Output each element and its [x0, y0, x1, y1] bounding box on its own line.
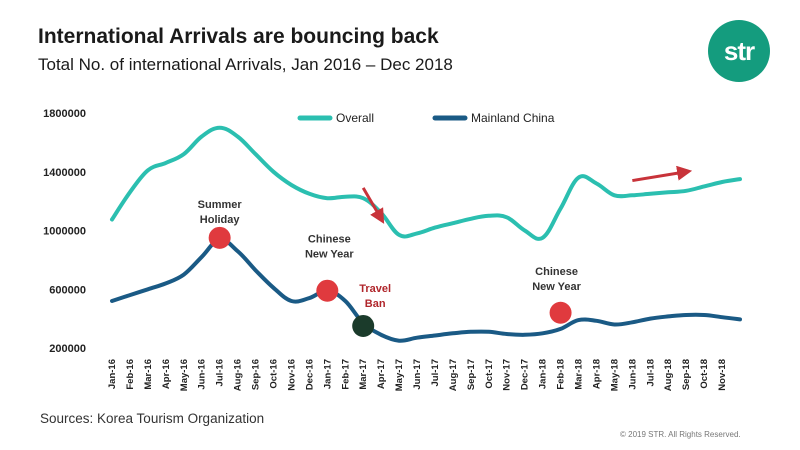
str-logo: str	[708, 20, 770, 82]
x-tick-label: Dec-16	[304, 359, 315, 390]
page-subtitle: Total No. of international Arrivals, Jan…	[38, 55, 453, 74]
series-line-mainland-china	[110, 237, 742, 343]
series-lines	[110, 125, 742, 343]
x-tick-label: Jan-18	[538, 359, 549, 389]
x-tick-label: Nov-16	[286, 359, 297, 391]
x-tick-label: Jul-18	[645, 359, 656, 386]
trend-arrow-down	[361, 187, 385, 224]
y-tick-label: 200000	[49, 343, 86, 355]
copyright-note: © 2019 STR. All Rights Reserved.	[620, 430, 741, 439]
annotation-label: Travel Ban	[359, 283, 391, 310]
x-tick-label: May-16	[179, 359, 190, 391]
trend-arrow-up	[632, 165, 693, 183]
x-tick-label: Oct-16	[268, 359, 279, 389]
x-tick-label: Aug-16	[233, 359, 244, 391]
annotation-marker	[352, 314, 375, 337]
annotation-label: Summer Holiday	[198, 199, 243, 226]
source-note: Sources: Korea Tourism Organization	[40, 411, 265, 426]
annotation-marker	[316, 279, 339, 302]
x-tick-label: Mar-17	[358, 359, 369, 390]
x-tick-label: Feb-17	[340, 359, 351, 390]
x-tick-label: Nov-17	[502, 359, 513, 391]
x-tick-label: Sep-18	[681, 359, 692, 390]
x-tick-label: Nov-18	[717, 359, 728, 391]
x-tick-label: Feb-16	[125, 359, 136, 390]
legend: Overall Mainland China	[297, 111, 555, 125]
x-tick-label: Jun-17	[412, 359, 423, 390]
x-tick-label: Apr-16	[161, 359, 172, 389]
annotation-label: Chinese New Year	[305, 234, 354, 261]
x-tick-label: Jan-17	[322, 359, 333, 389]
annotation-label: Chinese New Year	[532, 266, 581, 293]
x-tick-label: Mar-18	[574, 359, 585, 390]
y-tick-label: 1400000	[43, 167, 86, 179]
x-tick-label: Jan-16	[107, 359, 118, 389]
annotation-marker	[208, 226, 231, 249]
legend-label: Overall	[336, 111, 374, 125]
series-line-overall	[110, 125, 742, 241]
x-tick-label: Sep-17	[466, 359, 477, 390]
x-tick-label: Jul-17	[430, 359, 441, 386]
x-tick-label: Jul-16	[215, 359, 226, 386]
x-tick-label: Oct-17	[484, 359, 495, 389]
x-tick-label: Oct-18	[699, 359, 710, 389]
x-tick-label: May-18	[609, 359, 620, 391]
trend-arrows	[361, 165, 693, 224]
x-tick-label: Feb-18	[556, 359, 567, 390]
x-tick-label: Mar-16	[143, 359, 154, 390]
x-tick-label: Apr-17	[376, 359, 387, 389]
x-axis: Jan-16 Feb-16 Mar-16 Apr-16 May-16 Jun-16 Jul-…	[107, 359, 728, 391]
x-tick-label: Jun-18	[627, 359, 638, 390]
x-tick-label: Aug-18	[663, 359, 674, 391]
annotation-marker	[549, 301, 572, 324]
y-axis: 200000 600000 1000000 1400000 1800000	[43, 108, 86, 355]
x-tick-label: Jun-16	[197, 359, 208, 390]
x-tick-label: Aug-17	[448, 359, 459, 391]
legend-label: Mainland China	[471, 111, 555, 125]
x-tick-label: Apr-18	[591, 359, 602, 389]
x-tick-label: Sep-16	[251, 359, 262, 390]
page-title: International Arrivals are bouncing back	[38, 25, 439, 48]
y-tick-label: 1800000	[43, 108, 86, 120]
y-tick-label: 600000	[49, 284, 86, 296]
y-tick-label: 1000000	[43, 226, 86, 238]
x-tick-label: May-17	[394, 359, 405, 391]
x-tick-label: Dec-17	[520, 359, 531, 390]
